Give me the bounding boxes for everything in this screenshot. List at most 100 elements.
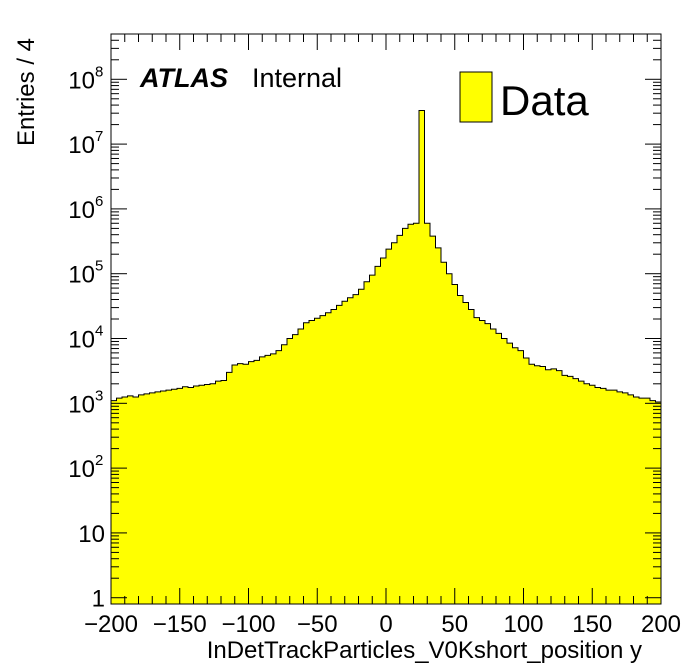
histogram-bin — [622, 392, 629, 604]
histogram-bin — [133, 397, 139, 604]
y-tick-label: 1 — [92, 586, 105, 613]
y-tick-label: 10 4 — [68, 323, 103, 354]
histogram-bin — [166, 390, 172, 604]
histogram-bin — [375, 266, 381, 604]
histogram-bin — [391, 242, 398, 604]
svg-text:10: 10 — [68, 262, 95, 289]
histogram-bin — [270, 353, 277, 604]
histogram-bin — [589, 385, 596, 604]
atlas-label-group: ATLAS Internal — [139, 63, 342, 93]
legend: Data — [459, 71, 589, 124]
histogram-bin — [243, 364, 249, 604]
histogram-bin — [254, 360, 260, 604]
histogram-bin — [314, 318, 321, 604]
x-tick-label: 100 — [503, 611, 543, 638]
histogram-bin — [298, 329, 304, 604]
histogram-bin — [144, 393, 150, 604]
histogram-bin — [650, 400, 656, 604]
histogram-bin — [353, 294, 359, 604]
histogram-bin — [402, 228, 409, 605]
histogram-bin — [397, 235, 403, 604]
histogram-bin — [518, 350, 524, 604]
histogram-bin — [204, 384, 211, 604]
histogram-bin — [430, 236, 436, 604]
histogram-bin — [138, 394, 145, 604]
histogram-bin — [199, 385, 205, 604]
histogram-bin — [534, 365, 541, 604]
histogram-bin — [331, 309, 337, 604]
histogram-bin — [512, 347, 519, 604]
histogram-bin — [325, 312, 332, 604]
svg-text:5: 5 — [95, 258, 103, 275]
histogram-bin — [452, 284, 458, 604]
histogram-bin — [490, 329, 497, 604]
histogram-bin — [160, 390, 167, 604]
atlas-label: ATLAS — [139, 63, 228, 93]
y-tick-label: 10 8 — [68, 63, 103, 94]
histogram-bin — [468, 309, 475, 604]
y-tick-label: 10 7 — [68, 128, 103, 159]
svg-text:1: 1 — [92, 586, 105, 613]
histogram-bin — [221, 380, 227, 604]
atlas-status-label: Internal — [252, 63, 342, 93]
histogram-bin — [529, 364, 535, 604]
histogram-bin — [424, 223, 431, 604]
y-tick-label: 10 5 — [68, 258, 103, 289]
histogram-bin — [287, 338, 293, 604]
y-tick-label: 10 — [78, 521, 105, 548]
histogram-bin — [122, 397, 128, 604]
histogram-bin — [177, 388, 183, 604]
svg-text:10: 10 — [68, 132, 95, 159]
histogram-bin — [655, 401, 662, 604]
histogram-bin — [232, 365, 238, 604]
x-tick-label: −150 — [153, 611, 207, 638]
x-tick-label: 50 — [441, 611, 468, 638]
histogram-bin — [155, 391, 161, 604]
svg-text:4: 4 — [95, 323, 103, 340]
histogram-bin — [573, 378, 579, 604]
histogram-bin — [523, 358, 530, 604]
x-tick-label: −50 — [297, 611, 338, 638]
svg-text:10: 10 — [68, 391, 95, 418]
histogram-bin — [369, 275, 376, 604]
svg-text:8: 8 — [95, 63, 103, 80]
histogram-bin — [193, 385, 200, 604]
histogram-bin — [578, 381, 585, 604]
histogram-bin — [628, 394, 634, 604]
histogram-bin — [540, 366, 546, 604]
histogram-bars — [110, 109, 662, 605]
histogram-bin — [347, 297, 354, 604]
histogram-bin — [441, 262, 447, 604]
histogram-bin — [309, 320, 315, 604]
svg-text:7: 7 — [95, 128, 103, 145]
histogram-bin — [127, 395, 134, 604]
histogram-bin — [457, 295, 464, 604]
histogram-bin — [358, 289, 365, 604]
histogram-bin — [485, 323, 491, 604]
histogram-bin — [342, 301, 348, 604]
histogram-bin — [364, 281, 370, 604]
histogram-bin — [210, 383, 216, 604]
histogram-bin — [474, 317, 480, 604]
histogram-bin — [259, 356, 266, 604]
axis-labels: InDetTrackParticles_V0Kshort_position y … — [13, 38, 642, 664]
histogram-bin — [606, 390, 612, 604]
histogram-bin — [303, 322, 310, 604]
histogram-outline — [110, 109, 662, 604]
histogram-bin — [380, 257, 387, 604]
x-tick-label: 150 — [572, 611, 612, 638]
legend-label-data: Data — [500, 77, 589, 124]
x-tick-label: 200 — [641, 611, 681, 638]
histogram-bin — [644, 398, 651, 604]
x-tick-label: −200 — [84, 611, 138, 638]
svg-text:2: 2 — [95, 452, 103, 469]
histogram-bin — [567, 376, 574, 604]
y-tick-label: 10 2 — [68, 452, 103, 483]
histogram-bin — [215, 381, 222, 604]
histogram-bin — [496, 333, 502, 604]
histogram-bin — [611, 390, 618, 604]
svg-text:3: 3 — [95, 387, 103, 404]
histogram-bin — [116, 398, 123, 604]
